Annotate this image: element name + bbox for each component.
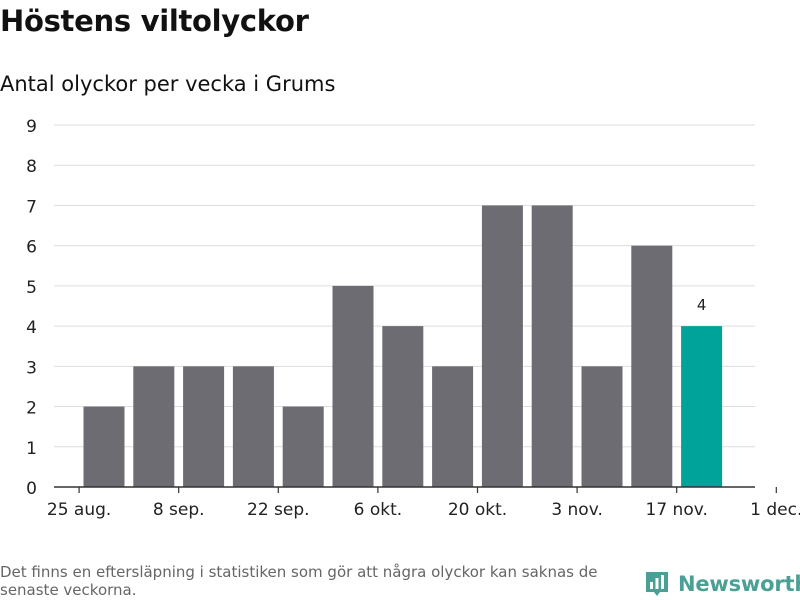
y-tick-label: 0 [26,479,37,499]
bar [681,326,723,487]
bar [133,366,175,487]
chart-subtitle: Antal olyckor per vecka i Grums [0,72,336,96]
bar [531,205,573,487]
brand[interactable]: Newsworthy [644,570,800,598]
x-axis [54,486,777,493]
x-tick-label: 17 nov. [646,500,708,520]
bar [631,245,673,487]
y-axis-labels: 0 1 2 3 4 5 6 7 8 9 [26,117,37,499]
bars [83,205,723,487]
y-tick-label: 2 [26,399,37,419]
brand-name: Newsworthy [678,572,800,596]
bar [332,285,374,487]
data-label: 4 [697,296,707,314]
footnote: Det finns en eftersläpning i statistiken… [0,563,598,599]
chart-title: Höstens viltolyckor [0,4,309,38]
y-tick-label: 6 [26,238,37,258]
x-tick-label: 3 nov. [551,500,603,520]
bar [282,406,324,487]
bar [183,366,225,487]
bar [382,326,424,487]
bar [232,366,274,487]
x-tick-label: 6 okt. [354,500,403,520]
y-tick-label: 3 [26,358,37,378]
x-tick-label: 1 dec. [750,500,800,520]
x-tick-label: 22 sep. [247,500,310,520]
data-labels: 4 [697,296,707,314]
x-tick-label: 25 aug. [47,500,111,520]
bar [481,205,523,487]
y-tick-label: 7 [26,197,37,217]
y-tick-label: 9 [26,117,37,137]
y-tick-label: 5 [26,278,37,298]
bar [581,366,623,487]
x-axis-labels: 25 aug. 8 sep. 22 sep. 6 okt. 20 okt. 3 nov. 1… [47,500,800,520]
bar [432,366,474,487]
bar-chart: 0 1 2 3 4 5 6 7 8 9 25 aug. 8 sep. 22 sep. 6 okt. 20 … [26,117,800,520]
y-tick-label: 8 [26,157,37,177]
y-tick-label: 4 [26,318,37,338]
bar-chart-logo-icon [646,572,668,596]
x-tick-label: 20 okt. [448,500,507,520]
y-tick-label: 1 [26,439,37,459]
bar [83,406,125,487]
x-tick-label: 8 sep. [153,500,205,520]
